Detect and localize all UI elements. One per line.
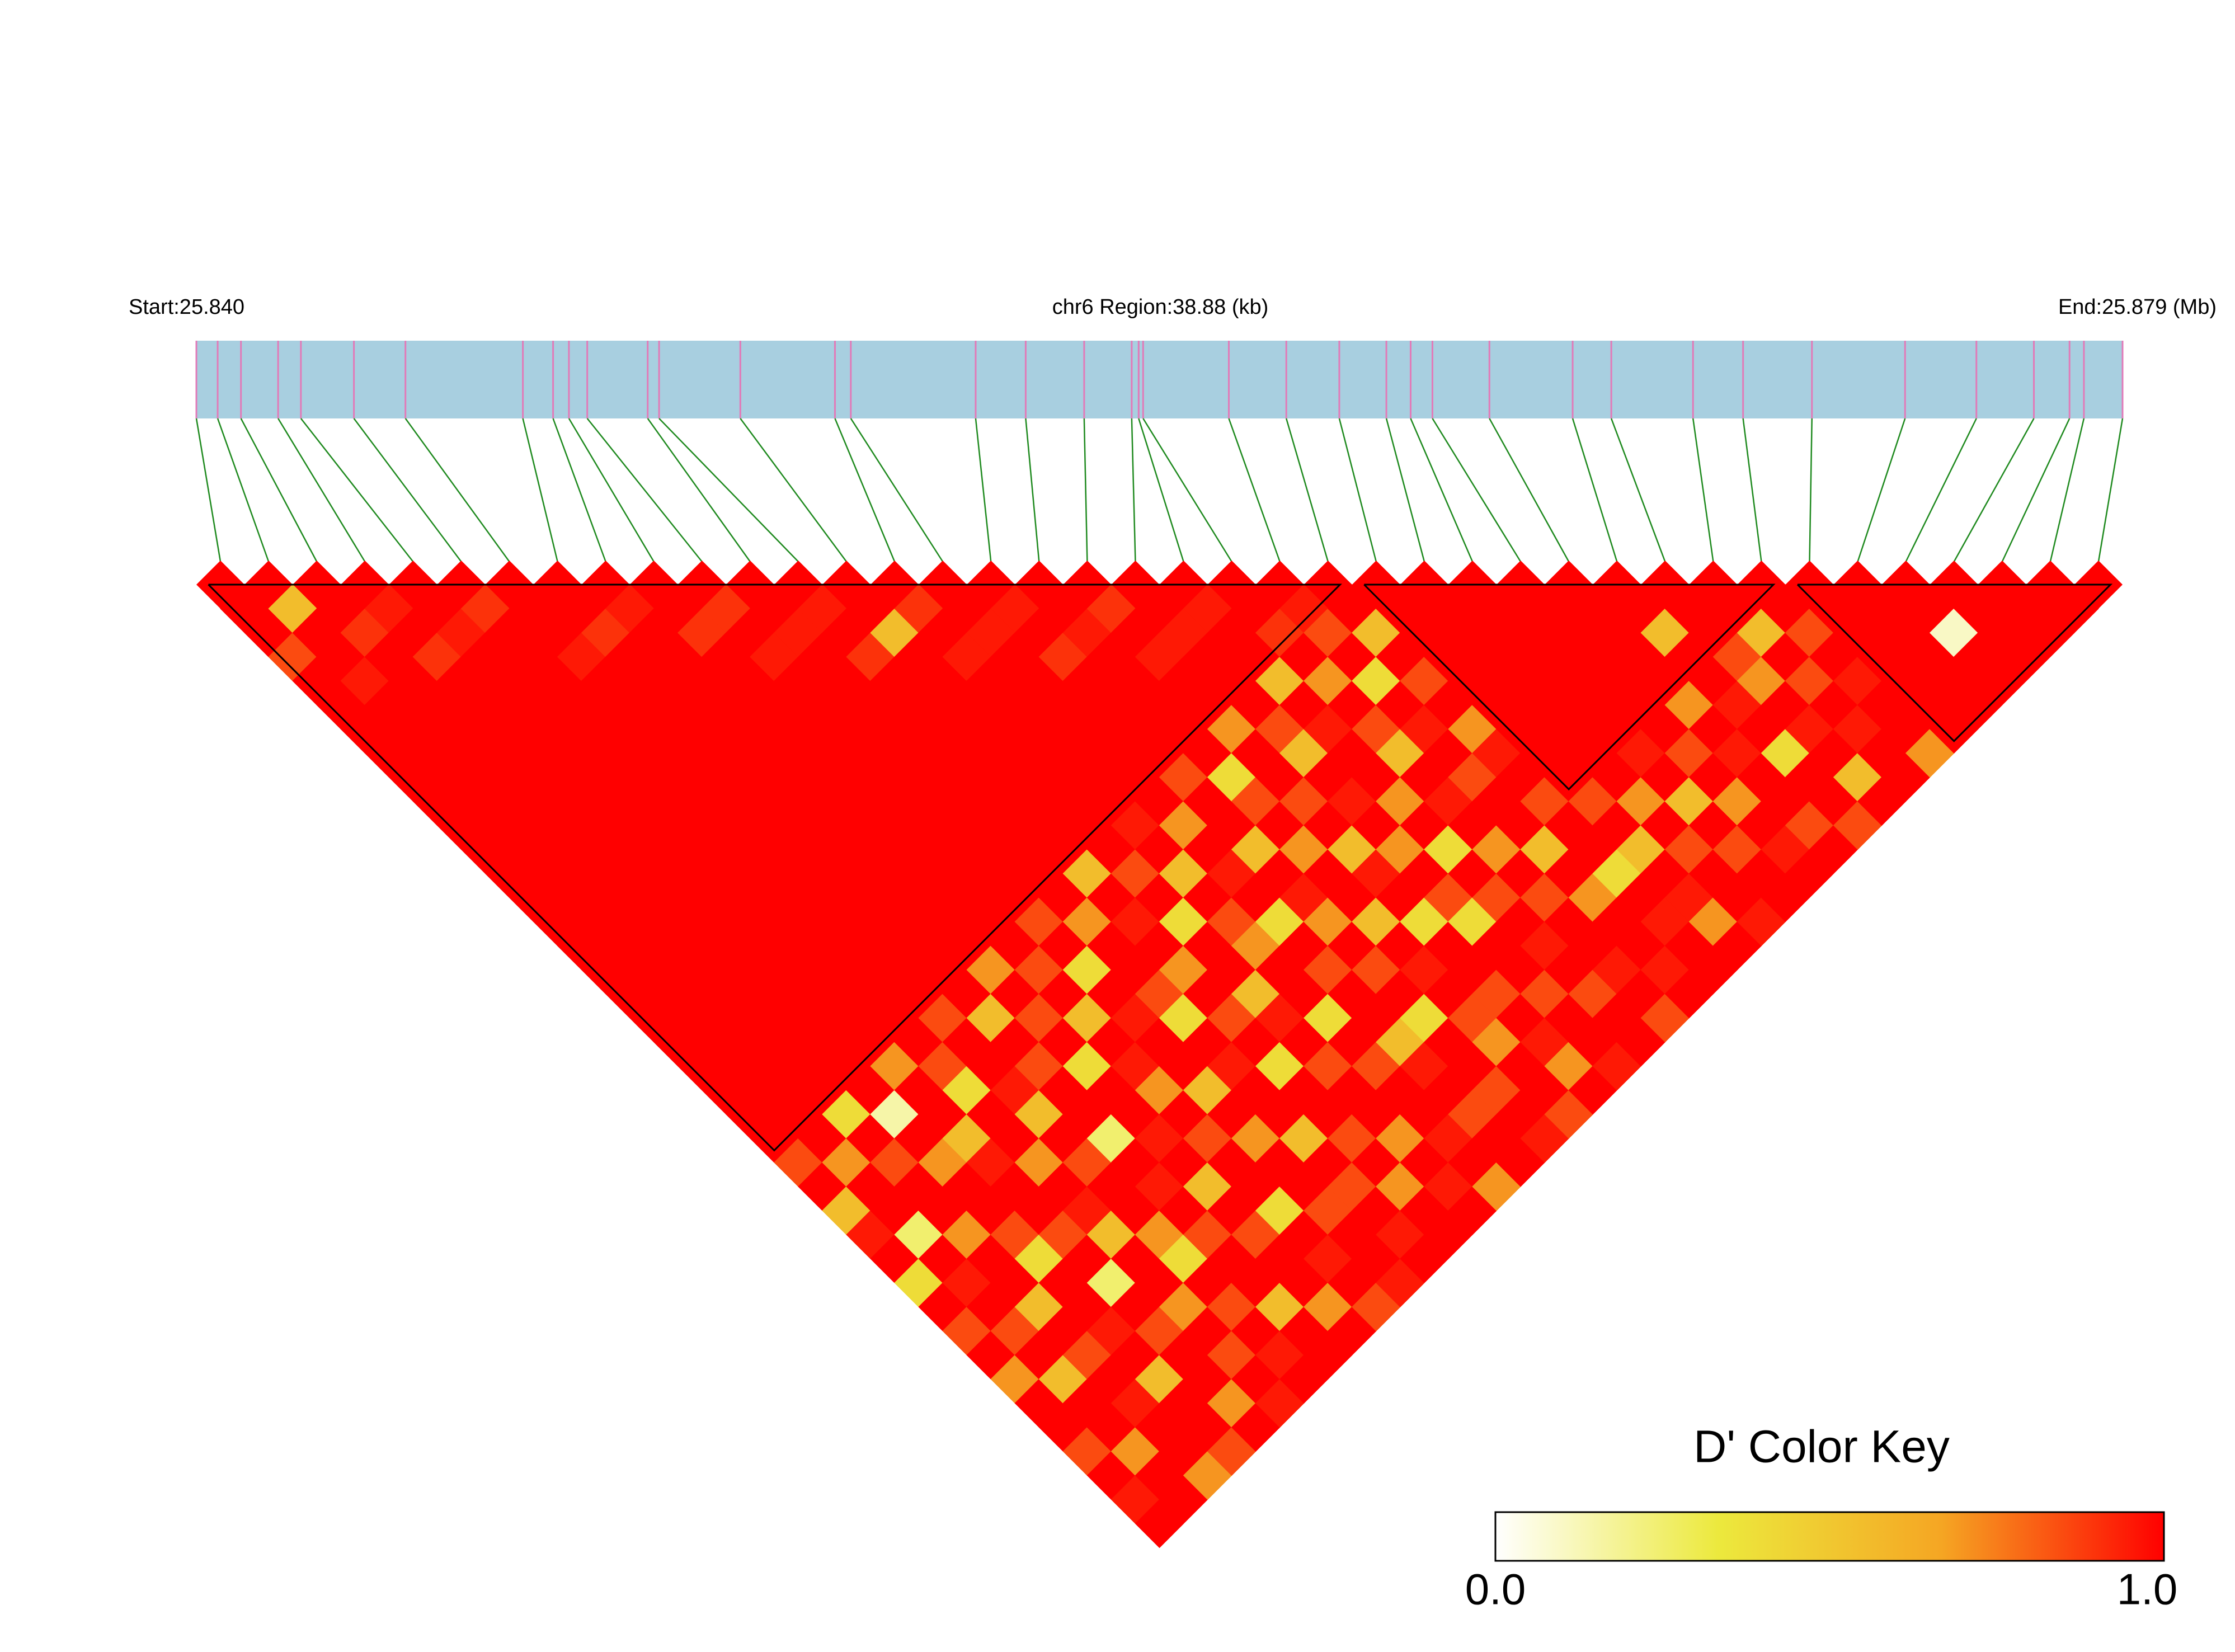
snp-link-line: [1410, 418, 1474, 562]
snp-link-line: [568, 418, 655, 562]
snp-link-line: [658, 418, 799, 562]
snp-link-line: [552, 418, 606, 562]
ld-cell: [2050, 584, 2099, 633]
snp-link-line: [1385, 418, 1425, 562]
snp-link-line: [195, 418, 222, 562]
snp-link-line: [240, 418, 318, 562]
snp-link-line: [1142, 418, 1232, 562]
snp-link-line: [2049, 418, 2085, 562]
color-key-bar: [1494, 1511, 2165, 1562]
snp-link-line: [1953, 418, 2035, 562]
key-title: D' Color Key: [1693, 1422, 1950, 1472]
color-key-tick-label: 0.0: [1465, 1565, 1526, 1614]
snp-link-line: [975, 418, 992, 562]
snp-link-line: [1905, 418, 1977, 562]
snp-link-line: [1083, 418, 1088, 562]
color-key-tick-label: 1.0: [2117, 1565, 2177, 1614]
ld-block-outline: [1796, 583, 2113, 742]
position-bar: [196, 341, 2123, 418]
snp-link-line: [2097, 418, 2124, 562]
snp-link-line: [300, 418, 414, 562]
snp-link-line: [217, 418, 270, 562]
snp-link-line: [1338, 418, 1377, 562]
ld-block-outline: [208, 583, 1342, 1152]
snp-link-line: [522, 418, 558, 562]
snp-link-line: [1857, 418, 1906, 562]
region-label: chr6 Region:38.88 (kb): [1052, 295, 1269, 319]
start-label: Start:25.840: [129, 295, 244, 319]
snp-link-line: [1285, 418, 1329, 562]
snp-link-line: [1131, 418, 1136, 562]
snp-link-line: [1025, 418, 1040, 562]
snp-link-line: [834, 418, 896, 562]
snp-link-line: [2001, 418, 2071, 562]
snp-link-line: [586, 418, 703, 562]
snp-link-line: [740, 418, 848, 562]
snp-link-line: [1742, 418, 1762, 562]
snp-link-line: [1138, 418, 1184, 562]
snp-link-line: [647, 418, 751, 562]
snp-link-line: [404, 418, 510, 562]
snp-link-line: [353, 418, 462, 562]
snp-link-line: [1692, 418, 1714, 562]
snp-link-line: [1809, 418, 1813, 562]
end-label: End:25.879 (Mb): [2058, 295, 2217, 319]
snp-link-line: [1571, 418, 1618, 562]
snp-link-line: [1432, 418, 1522, 562]
snp-link-line: [1610, 418, 1666, 562]
snp-link-line: [1489, 418, 1570, 562]
snp-link-line: [1228, 418, 1281, 562]
ld-block-outline: [1363, 583, 1776, 790]
snp-link-line: [850, 418, 944, 562]
snp-link-line: [277, 418, 366, 562]
